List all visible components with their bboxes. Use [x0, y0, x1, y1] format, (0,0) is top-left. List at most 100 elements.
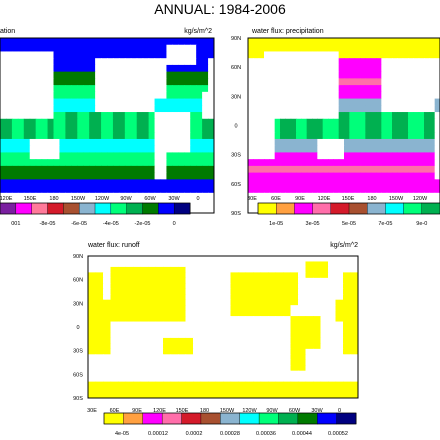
map-cell [0, 125, 7, 133]
map-cell [344, 38, 350, 46]
map-cell [418, 85, 425, 93]
map-cell [285, 51, 292, 59]
map-cell [47, 186, 55, 194]
map-cell [283, 261, 292, 268]
map-cell [88, 256, 97, 263]
map-cell [170, 316, 179, 323]
map-cell [101, 132, 108, 140]
map-cell [193, 299, 202, 306]
map-cell [107, 51, 114, 59]
map-cell [335, 376, 344, 383]
map-cell [160, 64, 168, 73]
map-cell [208, 38, 214, 46]
map-cell [196, 172, 203, 180]
map-cell [248, 44, 254, 53]
map-cell [133, 321, 142, 328]
map-cell [170, 392, 179, 398]
map-cell [253, 277, 262, 284]
map-cell [154, 64, 162, 73]
map-cell [283, 387, 292, 394]
map-cell [223, 266, 232, 273]
map-cell [0, 105, 7, 113]
map-cell [343, 283, 352, 290]
map-cell [118, 310, 127, 317]
map-cell [103, 365, 112, 372]
map-cell [23, 152, 31, 160]
map-cell [193, 376, 202, 383]
map-cell [381, 105, 388, 113]
map-cell [178, 145, 185, 154]
map-cell [83, 105, 90, 113]
map-cell [178, 165, 185, 174]
map-cell [253, 132, 260, 140]
map-cell [190, 58, 197, 66]
map-cell [170, 370, 179, 377]
map-cell [200, 381, 209, 388]
map-cell [328, 376, 337, 383]
map-cell [208, 299, 217, 306]
map-cell [155, 310, 164, 317]
map-cell [125, 381, 134, 388]
map-cell [0, 132, 7, 140]
map-cell [322, 38, 329, 46]
map-cell [376, 165, 382, 174]
map-cell [238, 305, 247, 312]
map-cell [290, 165, 297, 174]
map-cell [71, 192, 78, 201]
map-cell [200, 256, 209, 263]
map-cell [290, 337, 299, 344]
map-cell [381, 112, 388, 120]
map-cell [360, 85, 366, 93]
map-cell [130, 85, 138, 93]
colorbar-label: 0 [173, 221, 176, 227]
colorbar-swatch [294, 202, 314, 215]
map-cell [215, 365, 224, 372]
map-cell [23, 192, 31, 201]
map-cell [397, 179, 404, 187]
map-cell [118, 387, 127, 394]
map-cell [365, 58, 372, 66]
map-cell [17, 118, 25, 127]
map-cell [29, 44, 37, 53]
map-cell [413, 118, 420, 127]
map-cell [83, 159, 90, 167]
map-cell [190, 186, 197, 194]
map-cell [280, 85, 286, 93]
map-cell [264, 105, 270, 113]
map-cell [184, 85, 191, 93]
map-cell [354, 145, 361, 154]
map-cell [200, 376, 209, 383]
map-cell [160, 85, 168, 93]
map-cell [5, 118, 13, 127]
map-cell [89, 85, 96, 93]
map-cell [365, 118, 372, 127]
map-cell [89, 64, 96, 73]
map-cell [83, 138, 90, 147]
map-cell [53, 118, 61, 127]
map-cell [23, 186, 31, 194]
map-cell [268, 261, 277, 268]
map-cell [95, 172, 102, 180]
map-cell [118, 186, 126, 194]
map-cell [148, 38, 156, 46]
map-cell [386, 98, 393, 106]
map-cell [215, 327, 224, 334]
map-cell [196, 125, 203, 133]
map-cell [178, 327, 187, 334]
map-cell [350, 332, 358, 339]
map-cell [238, 381, 247, 388]
map-cell [215, 370, 224, 377]
map-cell [133, 283, 142, 290]
map-cell [245, 272, 254, 279]
map-cell [88, 316, 97, 323]
map-cell [418, 165, 425, 174]
map-cell [136, 91, 144, 100]
map-cell [172, 159, 179, 167]
map-cell [184, 58, 191, 66]
map-cell [107, 152, 114, 160]
map-cell [402, 192, 409, 201]
map-cell [88, 299, 97, 306]
map-cell [140, 266, 149, 273]
map-cell [275, 381, 284, 388]
map-cell [208, 179, 214, 187]
